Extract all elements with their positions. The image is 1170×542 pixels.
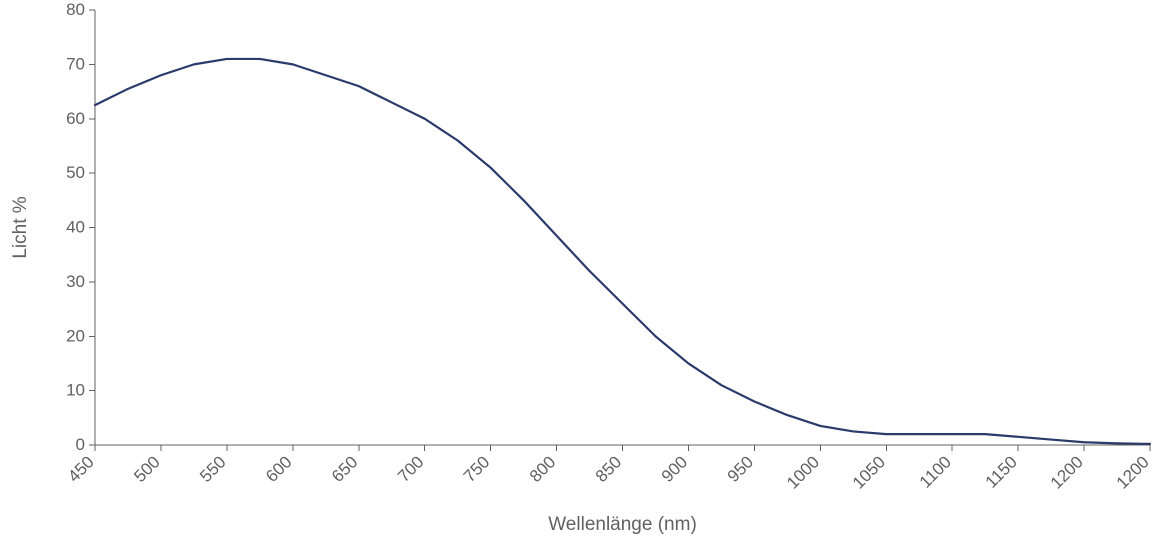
y-tick-label: 60 [66,109,85,128]
y-tick-label: 70 [66,54,85,73]
y-axis-title: Licht % [10,196,31,258]
y-tick-label: 0 [76,435,85,454]
chart-svg: 0102030405060708045050055060065070075080… [0,0,1170,542]
y-tick-label: 80 [66,0,85,19]
y-tick-label: 30 [66,272,85,291]
y-tick-label: 50 [66,163,85,182]
y-tick-label: 10 [66,381,85,400]
x-axis-title: Wellenlänge (nm) [548,514,697,535]
chart-background [0,0,1170,542]
y-tick-label: 20 [66,326,85,345]
y-tick-label: 40 [66,218,85,237]
light-spectrum-chart: 0102030405060708045050055060065070075080… [0,0,1170,542]
